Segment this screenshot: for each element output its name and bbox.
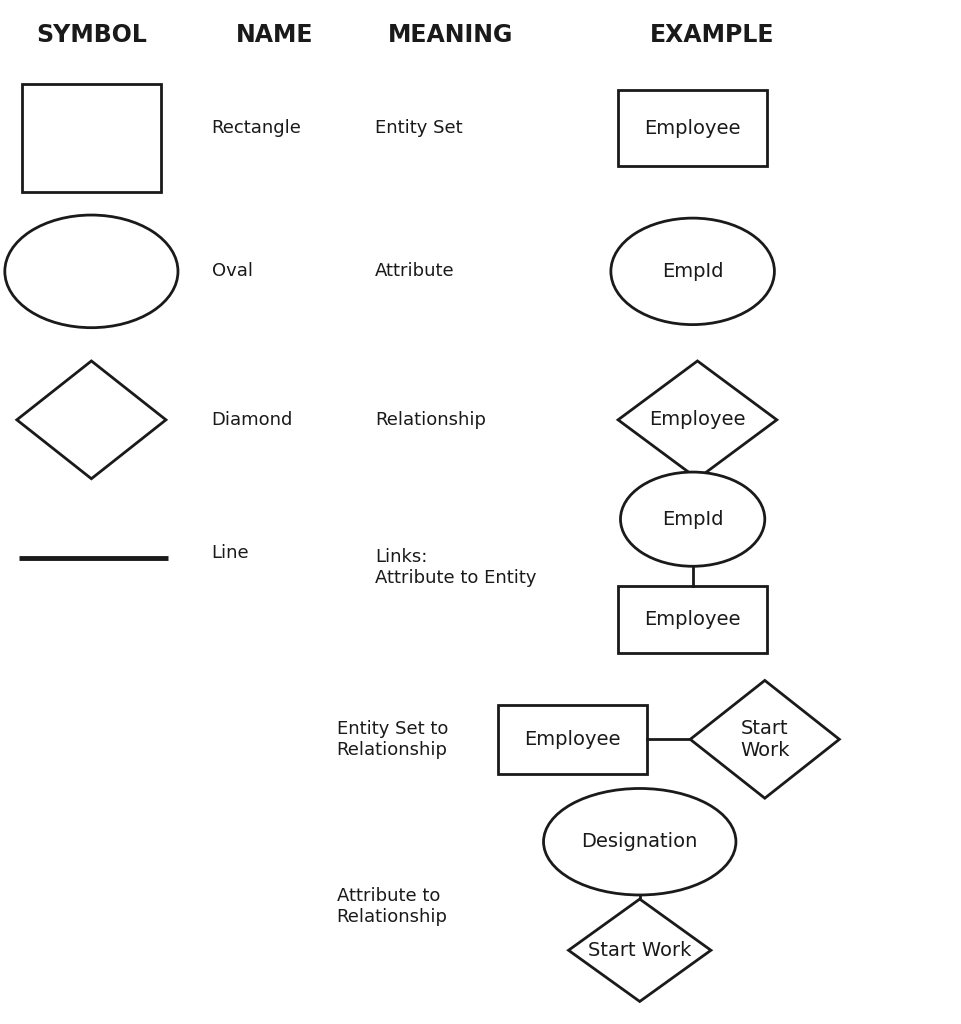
Ellipse shape xyxy=(610,218,774,325)
Text: Oval: Oval xyxy=(211,262,253,281)
Text: MEANING: MEANING xyxy=(387,23,512,47)
Text: Relationship: Relationship xyxy=(375,411,485,429)
Polygon shape xyxy=(689,680,838,799)
Text: Line: Line xyxy=(211,544,249,562)
Ellipse shape xyxy=(5,215,178,328)
Polygon shape xyxy=(568,899,710,1001)
Text: Employee: Employee xyxy=(644,119,740,137)
Text: Diamond: Diamond xyxy=(211,411,293,429)
Text: Start
Work: Start Work xyxy=(739,719,789,760)
Text: Employee: Employee xyxy=(644,610,740,629)
Text: Designation: Designation xyxy=(581,833,697,851)
Polygon shape xyxy=(617,361,776,479)
Text: Entity Set: Entity Set xyxy=(375,119,462,137)
Ellipse shape xyxy=(620,472,764,566)
Text: Rectangle: Rectangle xyxy=(211,119,301,137)
Bar xyxy=(22,85,160,193)
Text: EmpId: EmpId xyxy=(661,262,723,281)
Text: Attribute: Attribute xyxy=(375,262,455,281)
Bar xyxy=(617,90,767,166)
Text: Entity Set to
Relationship: Entity Set to Relationship xyxy=(336,720,448,759)
Bar xyxy=(498,705,646,774)
Text: Links:
Attribute to Entity: Links: Attribute to Entity xyxy=(375,548,536,587)
Text: SYMBOL: SYMBOL xyxy=(36,23,147,47)
Text: EmpId: EmpId xyxy=(661,510,723,528)
Polygon shape xyxy=(17,361,165,479)
Ellipse shape xyxy=(543,788,735,895)
Text: Employee: Employee xyxy=(649,411,745,429)
Text: Employee: Employee xyxy=(524,730,620,749)
Bar xyxy=(617,586,767,653)
Text: EXAMPLE: EXAMPLE xyxy=(649,23,774,47)
Text: Start Work: Start Work xyxy=(587,941,691,959)
Text: NAME: NAME xyxy=(235,23,312,47)
Text: Attribute to
Relationship: Attribute to Relationship xyxy=(336,887,447,926)
